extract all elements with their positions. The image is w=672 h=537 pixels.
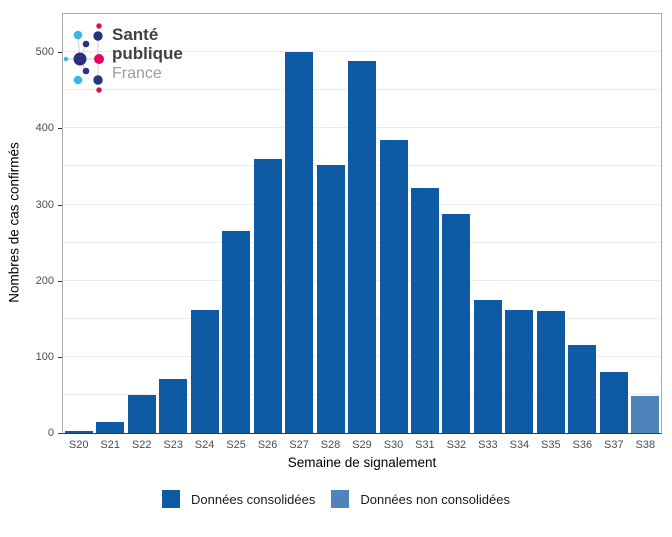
legend-swatch	[162, 490, 181, 508]
logo-dots-constellation	[63, 23, 104, 93]
bar-S26	[253, 158, 282, 433]
y-tick-mark	[58, 356, 62, 358]
x-tick-label: S21	[100, 439, 120, 451]
x-tick-label: S23	[163, 439, 183, 451]
bar-S28	[316, 164, 345, 433]
logo-dot	[93, 75, 103, 85]
logo-dot	[96, 23, 102, 29]
bar-S21	[96, 421, 125, 433]
bar-S20	[64, 430, 93, 433]
y-tick-mark	[58, 128, 62, 130]
bar-S35	[536, 311, 565, 433]
x-tick-label: S29	[352, 439, 372, 451]
bar-S25	[222, 231, 251, 433]
bar-S29	[348, 61, 376, 433]
x-tick-label: S20	[68, 439, 89, 451]
y-tick-label: 300	[35, 198, 54, 211]
logo-text-sante: Santé	[112, 25, 158, 44]
logo-dot	[94, 54, 104, 64]
x-tick-label: S26	[257, 439, 278, 451]
logo-dot	[73, 52, 87, 66]
y-tick-mark	[58, 204, 62, 206]
bar-S22	[127, 394, 156, 433]
x-tick-label: S33	[478, 439, 498, 451]
x-tick-label: S37	[604, 439, 624, 451]
logo-text-publique: publique	[112, 44, 183, 63]
y-tick-mark	[58, 280, 62, 282]
x-tick-label: S28	[320, 439, 341, 451]
y-tick-mark	[58, 433, 62, 434]
y-tick-label: 200	[35, 274, 54, 287]
bar-S37	[599, 372, 628, 433]
bar-S30	[379, 139, 408, 433]
bar-S38	[631, 396, 660, 433]
logo-text-france: France	[112, 65, 162, 82]
y-tick-mark	[58, 52, 62, 54]
x-tick-label: S35	[541, 439, 561, 451]
logo-dot	[73, 75, 83, 85]
bar-S24	[190, 310, 219, 433]
y-tick-label: 400	[35, 122, 54, 135]
logo-dot	[82, 67, 90, 75]
x-tick-label: S30	[383, 439, 404, 451]
bar-S32	[442, 214, 471, 433]
bar-S27	[285, 52, 314, 433]
bar-S23	[159, 378, 188, 433]
legend-item: Données non consolidées	[331, 490, 510, 508]
x-tick-label: S24	[194, 439, 215, 451]
bar-S33	[473, 299, 502, 433]
legend-label: Données consolidées	[191, 491, 316, 507]
bar-S31	[410, 187, 439, 433]
logo-dot	[96, 87, 102, 93]
logo-graphic: Santé publique France	[63, 23, 183, 93]
legend-label: Données non consolidées	[360, 491, 510, 507]
logo-dot	[93, 31, 103, 41]
y-tick-label: 100	[35, 350, 54, 363]
bar-S34	[505, 309, 534, 433]
bar-S36	[568, 345, 597, 433]
x-tick-label: S31	[415, 439, 435, 451]
logo-dot	[82, 40, 90, 48]
x-tick-label: S38	[635, 439, 656, 451]
y-tick-label: 0	[47, 427, 54, 439]
x-tick-label: S34	[509, 439, 530, 451]
x-axis-title: Semaine de signalement	[287, 455, 437, 470]
legend-swatch	[331, 490, 350, 508]
sante-publique-france-logo: Santé publique France	[62, 10, 272, 100]
y-tick-label: 500	[35, 46, 54, 59]
legend: Données consolidées Données non consolidé…	[0, 490, 672, 508]
x-tick-label: S25	[226, 439, 246, 451]
logo-dot	[63, 56, 69, 62]
y-axis-title: Nombres de cas confirmés	[6, 142, 22, 303]
x-tick-label: S22	[131, 439, 152, 451]
x-tick-label: S32	[446, 439, 467, 451]
gridline	[63, 51, 661, 53]
legend-item: Données consolidées	[162, 490, 315, 508]
x-tick-label: S36	[572, 439, 593, 451]
x-tick-label: S27	[289, 439, 309, 451]
plot-panel	[62, 13, 662, 434]
logo-dot	[73, 30, 83, 40]
